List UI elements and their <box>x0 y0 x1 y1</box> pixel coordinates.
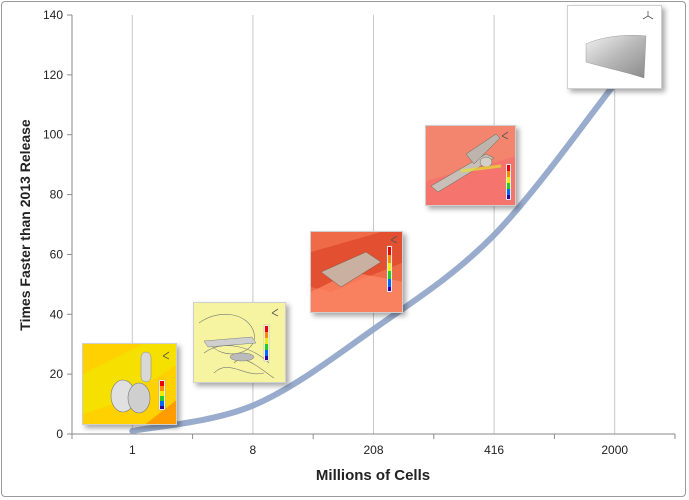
simulation-thumbnail-1M <box>82 343 177 425</box>
y-tick-labels: 0 20 40 60 80 100 120 140 <box>43 8 63 441</box>
y-tick-label-80: 80 <box>50 188 64 202</box>
x-tick-labels: 1 8 208 416 2000 <box>129 443 628 457</box>
speedup-series-line <box>129 80 618 435</box>
y-tick-label-120: 120 <box>43 68 63 82</box>
y-tick-label-40: 40 <box>50 307 64 321</box>
y-tick-label-0: 0 <box>56 427 63 441</box>
x-tick-label-1: 8 <box>250 443 257 457</box>
x-tick-label-4: 2000 <box>601 443 628 457</box>
simulation-thumbnail-2000M <box>567 5 662 89</box>
axes <box>67 14 676 439</box>
y-tick-label-100: 100 <box>43 128 63 142</box>
y-tick-label-60: 60 <box>50 247 64 261</box>
y-axis-title: Times Faster than 2013 Release <box>17 119 33 331</box>
x-axis-title: Millions of Cells <box>316 467 430 484</box>
y-tick-label-140: 140 <box>43 8 63 22</box>
y-tick-label-20: 20 <box>50 367 64 381</box>
x-tick-label-2: 208 <box>363 443 383 457</box>
x-tick-label-3: 416 <box>484 443 504 457</box>
x-tick-label-0: 1 <box>129 443 136 457</box>
simulation-thumbnail-8M <box>193 302 286 383</box>
simulation-thumbnail-416M <box>425 125 516 206</box>
simulation-thumbnail-208M <box>310 231 403 313</box>
